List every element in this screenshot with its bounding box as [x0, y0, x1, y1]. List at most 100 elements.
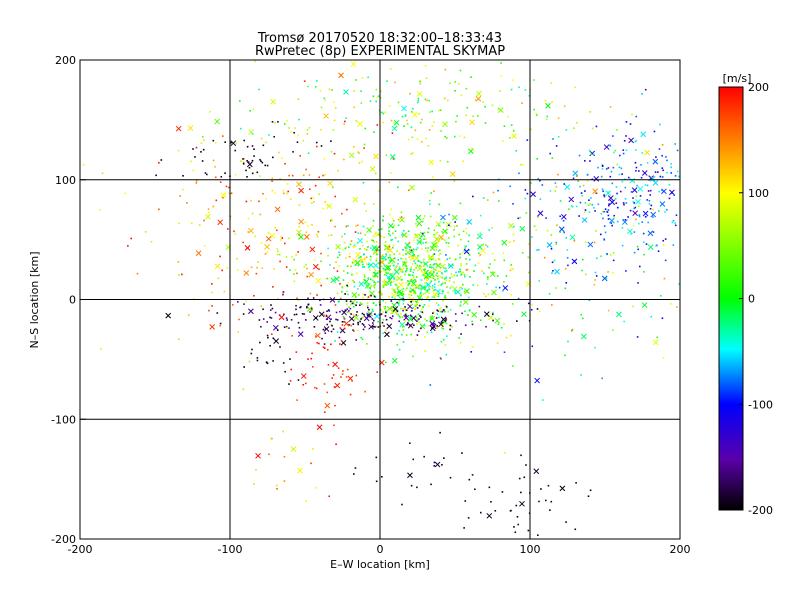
data-point: [395, 266, 398, 268]
data-point: [400, 313, 403, 315]
data-point: [526, 192, 529, 195]
data-point: [622, 219, 628, 225]
data-point: [220, 175, 223, 178]
data-point: [309, 292, 312, 295]
data-point: [357, 224, 359, 227]
data-point: [411, 299, 414, 302]
data-point: [279, 177, 281, 180]
data-point: [486, 283, 488, 285]
data-point: [127, 245, 129, 247]
data-point: [377, 228, 380, 231]
data-point: [292, 151, 294, 153]
data-point: [402, 341, 405, 343]
data-point: [384, 361, 387, 364]
data-point: [330, 219, 333, 222]
data-point: [274, 206, 281, 213]
data-point: [416, 486, 418, 489]
data-point: [390, 259, 392, 262]
data-point: [296, 297, 298, 300]
data-point: [465, 227, 467, 230]
data-point: [352, 329, 354, 331]
data-point: [384, 305, 387, 308]
data-point: [212, 159, 215, 162]
data-point: [464, 324, 467, 327]
data-point: [436, 313, 439, 316]
data-point: [433, 464, 436, 467]
data-point: [253, 294, 255, 297]
data-point: [368, 313, 370, 316]
data-point: [594, 271, 597, 274]
data-point: [404, 115, 407, 117]
data-point: [420, 279, 423, 281]
data-point: [653, 130, 656, 133]
data-point: [426, 279, 429, 282]
data-point: [588, 199, 590, 201]
data-point: [555, 287, 557, 289]
data-point: [221, 135, 224, 137]
data-point: [530, 182, 532, 184]
data-point: [534, 377, 541, 384]
data-point: [411, 136, 414, 139]
data-point: [351, 273, 354, 276]
data-point: [420, 291, 422, 294]
data-point: [408, 248, 415, 255]
data-point: [542, 399, 544, 401]
data-point: [461, 273, 463, 275]
data-point: [355, 304, 357, 307]
data-point: [331, 377, 334, 379]
data-point: [541, 184, 544, 186]
data-point: [434, 279, 436, 281]
data-point: [562, 219, 565, 222]
data-point: [333, 119, 336, 122]
data-point: [316, 294, 318, 296]
data-point: [368, 308, 370, 311]
data-point: [341, 320, 344, 323]
data-point: [306, 306, 308, 309]
data-point: [430, 483, 432, 486]
data-point: [583, 159, 586, 162]
data-point: [332, 129, 335, 131]
data-point: [447, 310, 449, 313]
data-point: [652, 216, 654, 218]
data-point: [413, 239, 415, 242]
data-point: [500, 62, 502, 64]
data-point: [545, 118, 548, 121]
data-point: [470, 351, 473, 353]
data-point: [369, 287, 371, 290]
data-point: [512, 365, 514, 367]
data-point: [580, 313, 583, 316]
data-point: [468, 258, 471, 261]
data-point: [456, 115, 458, 117]
data-point: [358, 256, 360, 259]
data-point: [334, 404, 336, 407]
data-point: [438, 254, 440, 257]
data-point: [384, 281, 387, 283]
data-point: [280, 157, 283, 159]
data-point: [593, 153, 595, 156]
data-point: [324, 402, 331, 409]
data-point: [326, 348, 329, 351]
data-point: [442, 327, 445, 330]
data-point: [346, 284, 348, 287]
data-point: [254, 235, 256, 238]
data-point: [410, 279, 412, 282]
data-point: [336, 319, 339, 321]
data-point: [468, 309, 471, 311]
data-point: [437, 258, 440, 260]
data-point: [410, 291, 413, 294]
data-point: [359, 232, 362, 235]
data-point: [548, 292, 551, 295]
data-point: [637, 205, 640, 207]
data-point: [450, 285, 453, 288]
data-point: [404, 319, 407, 322]
data-point: [574, 86, 577, 89]
data-point: [192, 148, 194, 150]
data-point: [521, 102, 523, 104]
data-point: [378, 336, 380, 339]
data-point: [437, 293, 440, 296]
data-point: [315, 141, 318, 144]
data-point: [423, 335, 426, 338]
data-point: [414, 300, 417, 303]
data-point: [445, 305, 448, 308]
data-point: [393, 122, 396, 124]
